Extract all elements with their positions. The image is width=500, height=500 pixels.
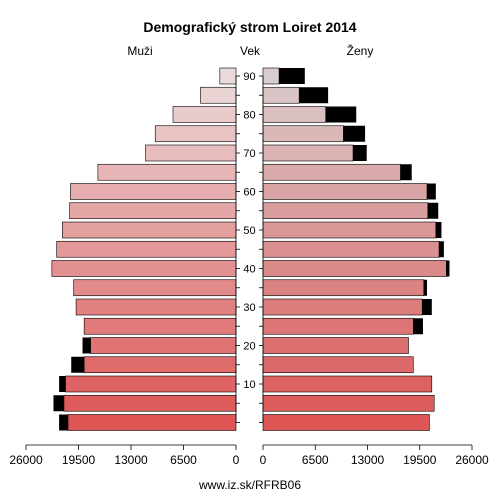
male-bar-65-69 — [97, 163, 237, 181]
female-bar-5-9 — [262, 394, 435, 412]
age-tick-label: 20 — [243, 341, 255, 353]
female-label: Ženy — [347, 43, 374, 58]
female-bar-extra-30-34 — [422, 299, 432, 315]
female-bar-extra-45-49 — [439, 241, 444, 258]
female-bar-75-79 — [262, 125, 344, 143]
female-bar-30-34 — [262, 298, 423, 316]
male-bars — [51, 67, 237, 431]
female-x-tick-label: 19500 — [403, 453, 437, 467]
male-x-tick-label: 19500 — [62, 453, 96, 467]
male-x-tick-label: 0 — [233, 453, 240, 467]
female-x-tick-label: 26000 — [455, 453, 489, 467]
age-tick-label: 60 — [243, 187, 255, 199]
female-bar-25-29 — [262, 317, 414, 335]
male-bar-70-74 — [145, 144, 237, 162]
female-bar-extra-75-79 — [343, 125, 366, 142]
female-bar-10-14 — [262, 375, 433, 393]
male-bar-55-59 — [69, 202, 237, 220]
female-bar-extra-80-84 — [325, 106, 357, 123]
age-tick-label: 70 — [243, 148, 255, 160]
male-bar-45-49 — [56, 240, 237, 258]
female-bar-85-89 — [262, 86, 300, 104]
male-bar-5-9 — [63, 394, 237, 412]
male-bar-extra-10-14 — [59, 376, 66, 392]
female-x-tick-label: 6500 — [302, 453, 329, 467]
female-bar-50-54 — [262, 221, 437, 239]
female-bar-extra-70-74 — [353, 145, 367, 161]
male-bar-75-79 — [154, 125, 237, 143]
female-bar-extra-85-89 — [299, 87, 329, 104]
female-x-tick-label: 0 — [260, 453, 267, 467]
female-bar-70-74 — [262, 144, 354, 162]
male-bar-extra-0-4 — [59, 414, 68, 431]
male-bar-85-89 — [200, 86, 237, 104]
female-bar-extra-50-54 — [435, 222, 442, 238]
female-bar-40-44 — [262, 260, 447, 277]
female-bar-extra-65-69 — [400, 164, 412, 181]
male-bar-35-39 — [73, 279, 237, 297]
female-bar-0-4 — [262, 414, 430, 431]
male-bar-10-14 — [65, 375, 237, 393]
male-bar-extra-20-24 — [82, 337, 91, 354]
age-axis-label: Vek — [240, 44, 261, 58]
female-bar-extra-55-59 — [427, 202, 439, 219]
female-bar-45-49 — [262, 240, 440, 258]
age-tick-label: 10 — [243, 379, 255, 391]
female-bars — [262, 67, 450, 431]
female-bar-extra-35-39 — [423, 279, 427, 296]
axes: 10 20 30 40 50 60 70 80 90 26000 19500 13000 6500 0 0 6… — [9, 71, 489, 467]
age-tick-label: 80 — [243, 110, 255, 122]
age-tick-label: 90 — [243, 71, 255, 83]
male-bar-extra-5-9 — [53, 395, 64, 412]
female-bar-60-64 — [262, 183, 428, 200]
female-bar-extra-60-64 — [426, 183, 436, 200]
male-bar-80-84 — [172, 106, 237, 123]
male-bar-extra-15-19 — [71, 356, 85, 373]
female-bar-55-59 — [262, 202, 429, 220]
chart-title: Demografický strom Loiret 2014 — [143, 19, 356, 35]
male-bar-25-29 — [83, 317, 237, 335]
male-x-tick-label: 26000 — [9, 453, 43, 467]
source-label: www.iz.sk/RFRB06 — [198, 478, 301, 492]
male-bar-30-34 — [75, 298, 237, 316]
female-bar-20-24 — [262, 337, 409, 354]
female-bar-35-39 — [262, 279, 425, 297]
male-x-tick-label: 6500 — [170, 453, 197, 467]
male-bar-40-44 — [51, 260, 237, 277]
female-bar-extra-40-44 — [446, 260, 450, 277]
female-bar-65-69 — [262, 163, 401, 181]
age-tick-label: 30 — [243, 302, 255, 314]
female-bar-extra-90+ — [279, 68, 305, 84]
male-bar-60-64 — [70, 183, 237, 200]
age-tick-label: 40 — [243, 264, 255, 276]
male-bar-15-19 — [83, 356, 237, 374]
male-label: Muži — [127, 44, 152, 58]
female-bar-90+ — [262, 67, 280, 85]
male-bar-90+ — [219, 67, 237, 85]
female-x-tick-label: 13000 — [351, 453, 385, 467]
male-x-tick-label: 13000 — [114, 453, 148, 467]
female-bar-80-84 — [262, 106, 327, 123]
male-bar-0-4 — [67, 414, 237, 431]
male-bar-20-24 — [90, 337, 237, 354]
female-bar-15-19 — [262, 356, 414, 374]
age-tick-label: 50 — [243, 225, 255, 237]
female-bar-extra-25-29 — [413, 318, 423, 335]
male-bar-50-54 — [62, 221, 237, 239]
